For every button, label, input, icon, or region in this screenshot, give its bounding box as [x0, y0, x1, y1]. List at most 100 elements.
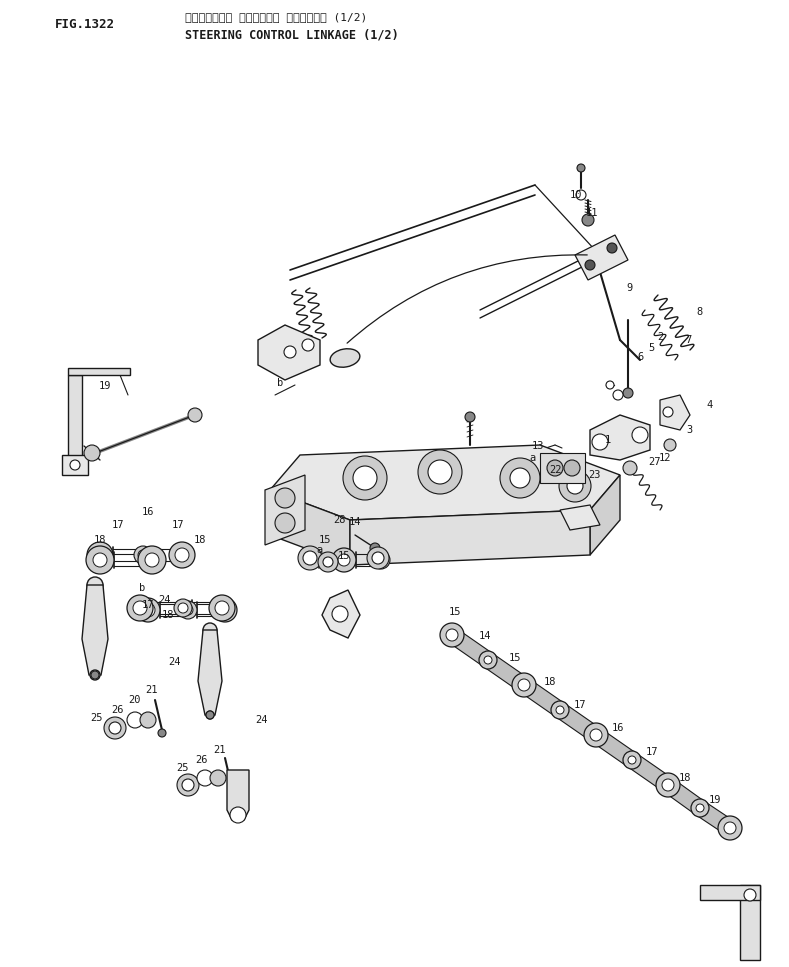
Circle shape [206, 711, 214, 719]
Circle shape [518, 679, 530, 691]
Circle shape [724, 822, 736, 834]
Text: 12: 12 [659, 453, 671, 463]
Circle shape [230, 807, 246, 823]
Text: 24: 24 [256, 715, 268, 725]
Circle shape [104, 717, 126, 739]
Circle shape [418, 450, 462, 494]
Circle shape [632, 427, 648, 443]
Circle shape [158, 729, 166, 737]
Circle shape [353, 466, 377, 490]
Circle shape [87, 577, 103, 593]
Bar [540, 453, 585, 483]
Circle shape [576, 190, 586, 200]
Circle shape [203, 623, 217, 637]
Circle shape [613, 390, 623, 400]
Circle shape [484, 656, 492, 664]
Text: 18: 18 [162, 610, 174, 620]
Polygon shape [82, 585, 108, 675]
Circle shape [592, 434, 608, 450]
Text: ステアリング゜ コントロール リンケージ゜ (1/2): ステアリング゜ コントロール リンケージ゜ (1/2) [185, 12, 367, 22]
Circle shape [372, 552, 384, 564]
Polygon shape [590, 415, 650, 460]
Polygon shape [740, 885, 760, 960]
Text: 15: 15 [319, 535, 331, 545]
Circle shape [446, 629, 458, 641]
Circle shape [512, 673, 536, 697]
Circle shape [206, 711, 214, 719]
Text: 14: 14 [349, 517, 361, 527]
Polygon shape [484, 654, 529, 691]
Circle shape [623, 751, 641, 769]
Text: 18: 18 [544, 677, 556, 687]
Circle shape [140, 712, 156, 728]
Polygon shape [322, 590, 360, 638]
Circle shape [564, 460, 580, 476]
Circle shape [585, 260, 595, 270]
Text: 21: 21 [146, 685, 159, 695]
Circle shape [284, 346, 296, 358]
Circle shape [84, 445, 100, 461]
Circle shape [215, 601, 229, 615]
Text: 7: 7 [685, 335, 691, 345]
Circle shape [696, 804, 704, 812]
Circle shape [91, 671, 99, 679]
Polygon shape [519, 679, 565, 717]
Text: 13: 13 [532, 441, 544, 451]
Polygon shape [447, 629, 492, 666]
Text: 18: 18 [194, 535, 206, 545]
Circle shape [718, 816, 742, 840]
Polygon shape [198, 630, 222, 715]
Text: a: a [317, 545, 323, 555]
Circle shape [590, 729, 602, 741]
Polygon shape [575, 235, 628, 280]
Circle shape [209, 595, 235, 621]
Circle shape [145, 553, 159, 567]
Polygon shape [590, 475, 620, 555]
Text: 6: 6 [638, 352, 644, 362]
Circle shape [86, 546, 114, 574]
Text: 24: 24 [159, 595, 171, 605]
Circle shape [664, 439, 676, 451]
Circle shape [663, 407, 673, 417]
Text: 25: 25 [177, 763, 189, 773]
Circle shape [376, 555, 386, 565]
Circle shape [138, 550, 148, 560]
Circle shape [134, 546, 152, 564]
Circle shape [136, 598, 160, 622]
Text: 15: 15 [338, 551, 350, 561]
Circle shape [303, 551, 317, 565]
Text: 23: 23 [589, 470, 601, 480]
Text: FIG.1322: FIG.1322 [55, 18, 115, 31]
Circle shape [318, 552, 338, 572]
Circle shape [178, 603, 188, 613]
Circle shape [175, 548, 189, 562]
Text: 11: 11 [585, 208, 598, 218]
Circle shape [138, 546, 166, 574]
Polygon shape [555, 703, 600, 742]
Circle shape [109, 722, 121, 734]
Circle shape [510, 468, 530, 488]
Polygon shape [68, 368, 130, 375]
Polygon shape [270, 490, 350, 565]
Text: 1: 1 [605, 435, 611, 445]
Circle shape [298, 546, 322, 570]
Circle shape [183, 605, 193, 615]
Circle shape [547, 460, 563, 476]
Circle shape [623, 461, 637, 475]
Circle shape [343, 456, 387, 500]
Text: 17: 17 [112, 520, 124, 530]
Circle shape [428, 460, 452, 484]
Circle shape [197, 770, 213, 786]
Circle shape [372, 551, 390, 569]
Circle shape [275, 488, 295, 508]
Text: a: a [530, 453, 536, 463]
Circle shape [479, 651, 497, 669]
Polygon shape [350, 510, 590, 565]
Text: 21: 21 [214, 745, 226, 755]
Circle shape [305, 555, 315, 565]
Circle shape [607, 243, 617, 253]
Circle shape [133, 601, 147, 615]
Circle shape [169, 542, 195, 568]
Circle shape [556, 706, 564, 714]
Text: 18: 18 [94, 535, 107, 545]
